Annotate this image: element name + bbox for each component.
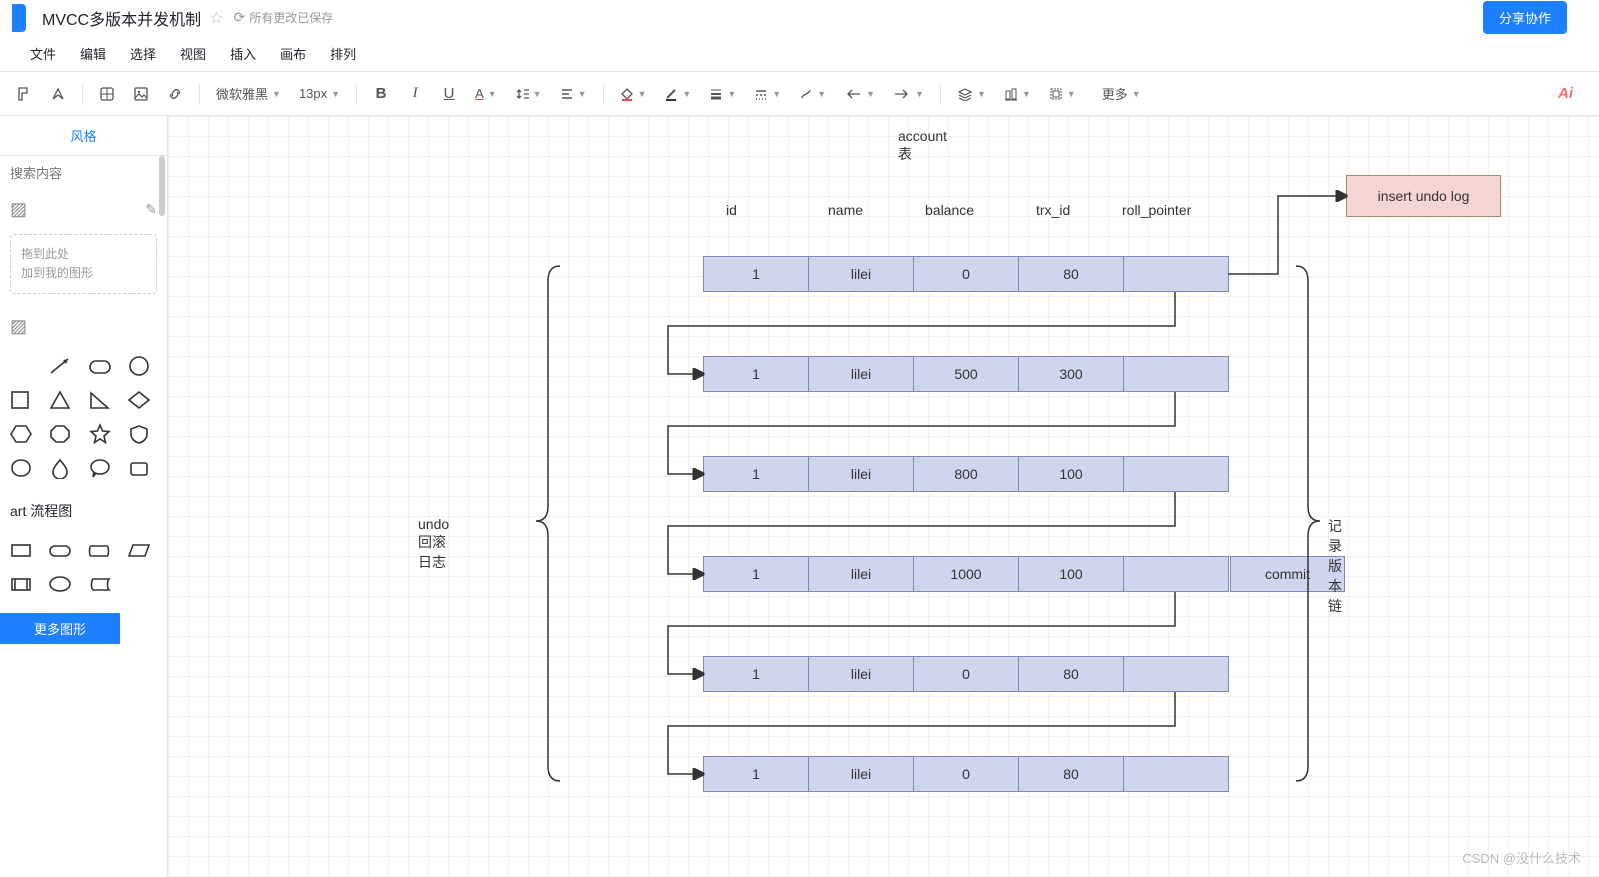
group-dropdown[interactable]: ▼ [1041,78,1084,110]
stroke-color-dropdown[interactable]: ▼ [656,78,699,110]
menu-select[interactable]: 选择 [130,44,156,63]
shapes-section-icon: ▨ [10,199,27,220]
shape-cylinder[interactable] [124,455,154,481]
document-title[interactable]: MVCC多版本并发机制 [42,6,201,30]
arrow-start-dropdown[interactable]: ▼ [836,78,883,110]
format-painter-icon[interactable] [8,78,40,110]
stroke-weight-dropdown[interactable]: ▼ [701,78,744,110]
shape-circle[interactable] [124,353,154,379]
menu-view[interactable]: 视图 [180,44,206,63]
flowchart-section-label: art 流程图 [0,489,167,529]
font-size-value: 13px [299,86,327,101]
drop-zone[interactable]: 拖到此处 加到我的图形 [10,234,157,294]
flowchart-palette [0,529,167,605]
connector-dropdown[interactable]: ▼ [791,78,834,110]
shape-drop[interactable] [45,455,75,481]
italic-button[interactable]: I [399,78,431,110]
link-icon[interactable] [159,78,191,110]
left-sidebar: 风格 ▨ ✎ 拖到此处 加到我的图形 ▨ [0,116,168,877]
line-height-dropdown[interactable]: ▼ [507,78,550,110]
menu-insert[interactable]: 插入 [230,44,256,63]
align-objects-dropdown[interactable]: ▼ [996,78,1039,110]
font-color-dropdown[interactable]: A▼ [467,78,505,110]
shape-text[interactable] [6,353,36,379]
shape-process[interactable] [6,537,36,563]
shape-triangle[interactable] [45,387,75,413]
canvas[interactable]: account表 id name balance trx_id roll_poi… [168,116,1599,877]
layers-dropdown[interactable]: ▼ [949,78,994,110]
watermark: CSDN @没什么技术 [1462,848,1581,867]
shape-blob[interactable] [6,455,36,481]
more-shapes-button[interactable]: 更多图形 [0,613,120,644]
align-dropdown[interactable]: ▼ [552,78,595,110]
stroke-style-dropdown[interactable]: ▼ [746,78,789,110]
shape-hexagon[interactable] [6,421,36,447]
shape-square[interactable] [6,387,36,413]
menu-canvas[interactable]: 画布 [280,44,306,63]
font-size-dropdown[interactable]: 13px▼ [291,78,348,110]
shape-octagon[interactable] [45,421,75,447]
shape-palette [0,345,167,489]
grid-icon[interactable] [91,78,123,110]
star-icon[interactable]: ☆ [209,8,223,28]
font-family-dropdown[interactable]: 微软雅黑▼ [208,78,289,110]
app-logo[interactable] [12,4,26,32]
bold-button[interactable]: B [365,78,397,110]
menu-arrange[interactable]: 排列 [330,44,356,63]
format-toolbar: 微软雅黑▼ 13px▼ B I U A▼ ▼ ▼ ▼ ▼ ▼ ▼ ▼ ▼ ▼ ▼… [0,72,1599,116]
sidebar-search-input[interactable] [0,156,167,191]
edit-section-icon[interactable]: ✎ [145,201,157,218]
shape-right-triangle[interactable] [85,387,115,413]
share-button[interactable]: 分享协作 [1483,1,1567,34]
image-icon[interactable] [125,78,157,110]
shape-display[interactable] [85,537,115,563]
main-menu: 文件 编辑 选择 视图 插入 画布 排列 [0,36,1599,72]
shape-callout[interactable] [85,455,115,481]
shape-terminator[interactable] [45,537,75,563]
fill-color-dropdown[interactable]: ▼ [612,78,655,110]
sidebar-scrollbar[interactable] [159,156,165,216]
menu-file[interactable]: 文件 [30,44,56,63]
shape-star[interactable] [85,421,115,447]
shape-predef[interactable] [6,571,36,597]
arrow-end-dropdown[interactable]: ▼ [885,78,932,110]
shape-ellipse2[interactable] [45,571,75,597]
shape-parallelogram[interactable] [124,537,154,563]
shape-line[interactable] [45,353,75,379]
ai-badge[interactable]: Ai [1552,85,1579,102]
shape-stored[interactable] [85,571,115,597]
font-family-value: 微软雅黑 [216,84,268,103]
shape-roundrect[interactable] [85,353,115,379]
menu-edit[interactable]: 编辑 [80,44,106,63]
shape-diamond[interactable] [124,387,154,413]
shape-shield[interactable] [124,421,154,447]
save-status: 所有更改已保存 [233,9,333,26]
tool-icon[interactable] [42,78,74,110]
more-dropdown[interactable]: 更多▼ [1094,78,1149,110]
underline-button[interactable]: U [433,78,465,110]
sidebar-tab-style[interactable]: 风格 [0,116,167,156]
basic-shapes-icon: ▨ [10,316,27,337]
